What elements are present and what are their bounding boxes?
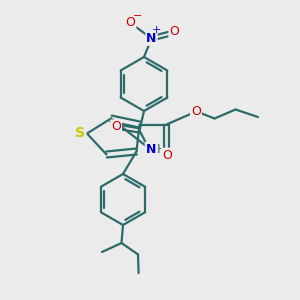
Text: H: H bbox=[156, 142, 166, 156]
Text: S: S bbox=[75, 126, 85, 140]
Text: N: N bbox=[146, 32, 157, 45]
Text: O: O bbox=[162, 148, 172, 162]
Text: O: O bbox=[111, 120, 121, 134]
Text: O: O bbox=[126, 16, 135, 29]
Text: −: − bbox=[133, 11, 142, 21]
Text: N: N bbox=[146, 142, 156, 156]
Text: +: + bbox=[152, 25, 162, 35]
Text: O: O bbox=[191, 105, 201, 118]
Text: O: O bbox=[169, 25, 179, 38]
